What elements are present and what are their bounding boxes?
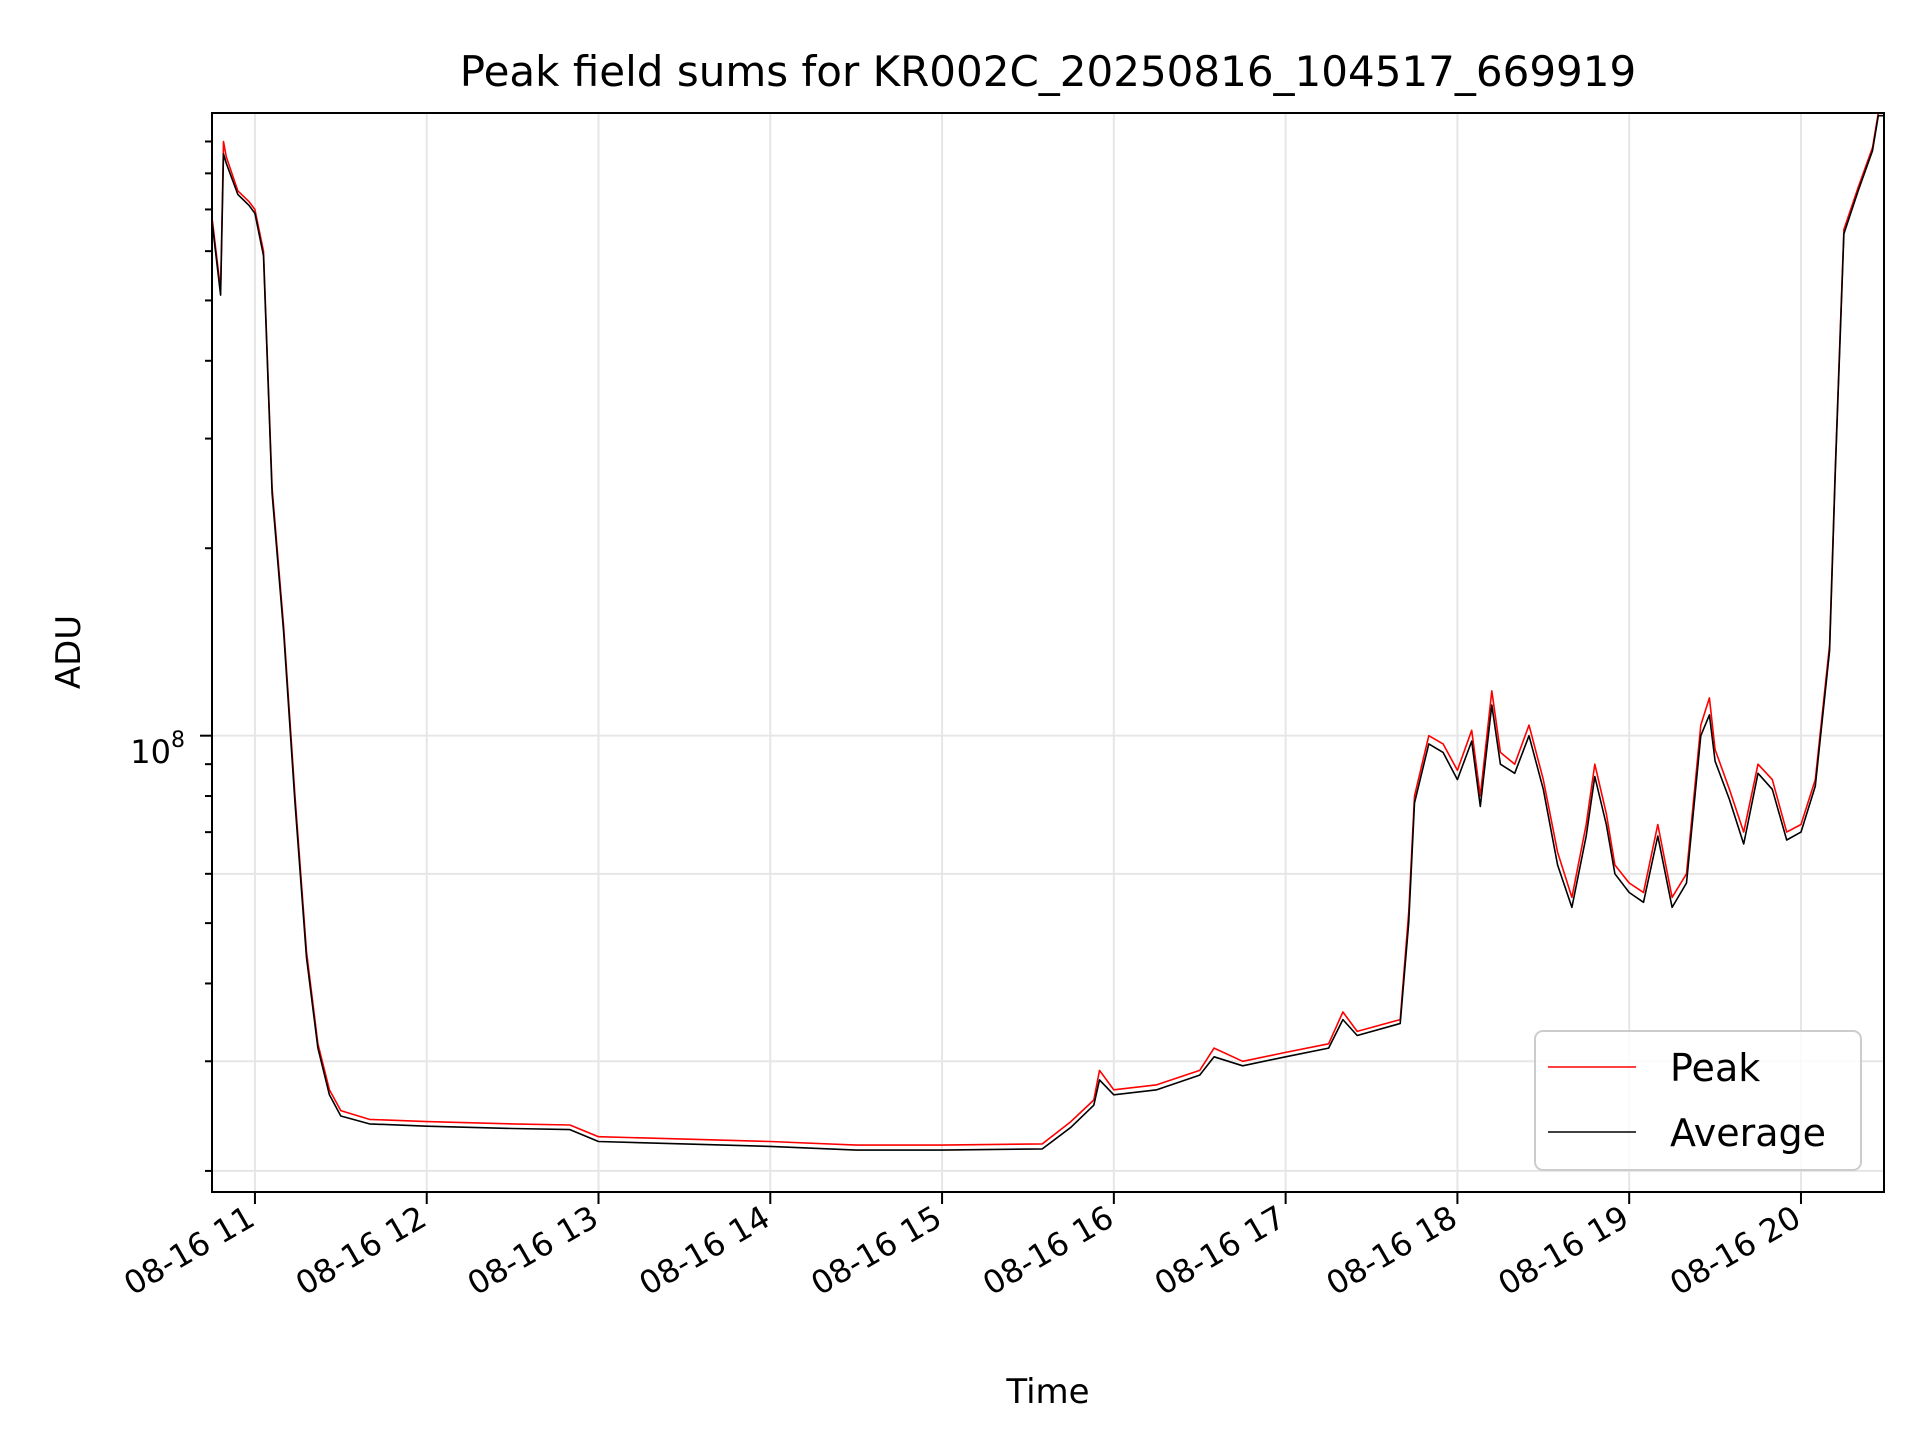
y-axis-label: ADU [49, 615, 89, 689]
x-tick-label: 08-16 18 [1320, 1198, 1464, 1303]
chart-title: Peak field sums for KR002C_20250816_1045… [460, 47, 1636, 96]
x-tick-label: 08-16 12 [289, 1198, 433, 1303]
x-tick-label: 08-16 14 [633, 1198, 777, 1303]
x-tick-label: 08-16 19 [1492, 1198, 1636, 1303]
y-tick-exponent: 8 [171, 728, 185, 753]
x-tick-label: 08-16 17 [1148, 1198, 1292, 1303]
legend-label-average: Average [1670, 1111, 1826, 1155]
x-tick-label: 08-16 11 [117, 1198, 261, 1303]
x-tick-label: 08-16 16 [976, 1198, 1120, 1303]
plot-frame [211, 112, 1885, 1193]
x-tick-label: 08-16 15 [804, 1198, 948, 1303]
legend-label-peak: Peak [1670, 1046, 1760, 1090]
series-line-average [211, 114, 1884, 1151]
series-layer [211, 112, 1884, 1151]
x-axis-label: Time [1005, 1372, 1089, 1412]
x-tick-label: 08-16 20 [1663, 1198, 1807, 1303]
y-tick-label: 108 [130, 728, 185, 771]
series-line-peak [211, 112, 1884, 1146]
legend: Peak Average [1534, 1030, 1862, 1171]
grid [212, 113, 1884, 1192]
x-tick-label: 08-16 13 [461, 1198, 605, 1303]
legend-box [1534, 1030, 1862, 1171]
y-tick-base: 10 [130, 733, 171, 771]
